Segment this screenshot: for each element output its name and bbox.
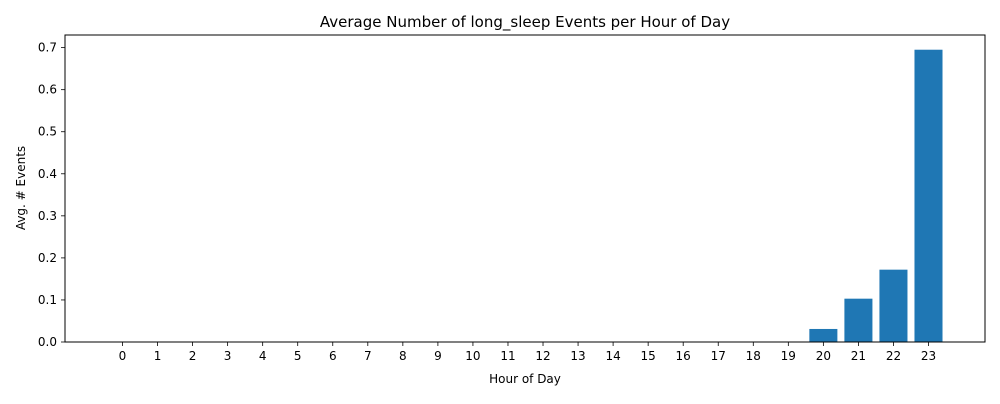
y-tick-label: 0.4 (38, 167, 57, 181)
x-tick-label: 0 (119, 349, 127, 363)
x-tick-label: 22 (886, 349, 901, 363)
x-tick-label: 8 (399, 349, 407, 363)
x-tick-label: 17 (711, 349, 726, 363)
x-tick-label: 3 (224, 349, 232, 363)
y-tick-label: 0.1 (38, 293, 57, 307)
x-tick-label: 23 (921, 349, 936, 363)
x-tick-label: 15 (641, 349, 656, 363)
x-tick-label: 7 (364, 349, 372, 363)
x-tick-label: 2 (189, 349, 197, 363)
x-axis-label: Hour of Day (489, 372, 561, 386)
x-tick-label: 20 (816, 349, 831, 363)
bar-22 (879, 269, 908, 342)
x-tick-label: 9 (434, 349, 442, 363)
bar-21 (844, 298, 873, 342)
x-tick-label: 6 (329, 349, 337, 363)
bars-group (809, 49, 943, 342)
y-tick-label: 0.3 (38, 209, 57, 223)
plot-frame (64, 34, 986, 343)
x-tick-label: 10 (465, 349, 480, 363)
bar-23 (914, 49, 943, 342)
x-tick-label: 12 (535, 349, 550, 363)
y-tick-label: 0.0 (38, 335, 57, 349)
x-tick-label: 18 (746, 349, 761, 363)
y-axis-label: Avg. # Events (14, 146, 28, 230)
chart-title: Average Number of long_sleep Events per … (320, 13, 730, 32)
x-tick-label: 13 (570, 349, 585, 363)
x-tick-label: 1 (154, 349, 162, 363)
x-tick-label: 19 (781, 349, 796, 363)
x-tick-label: 5 (294, 349, 302, 363)
y-tick-label: 0.5 (38, 125, 57, 139)
y-tick-label: 0.6 (38, 83, 57, 97)
y-tick-label: 0.2 (38, 251, 57, 265)
y-tick-label: 0.7 (38, 41, 57, 55)
x-tick-label: 16 (676, 349, 691, 363)
x-tick-label: 21 (851, 349, 866, 363)
x-tick-label: 4 (259, 349, 267, 363)
bar-20 (809, 328, 838, 342)
x-tick-label: 11 (500, 349, 515, 363)
x-tick-label: 14 (605, 349, 620, 363)
x-axis-ticks: 0 1 2 3 4 5 6 7 8 9 10 11 12 13 14 15 16 17 18 19 20 21 22 23 (119, 342, 936, 363)
y-axis-ticks: 0.0 0.1 0.2 0.3 0.4 0.5 0.6 0.7 (38, 41, 65, 349)
